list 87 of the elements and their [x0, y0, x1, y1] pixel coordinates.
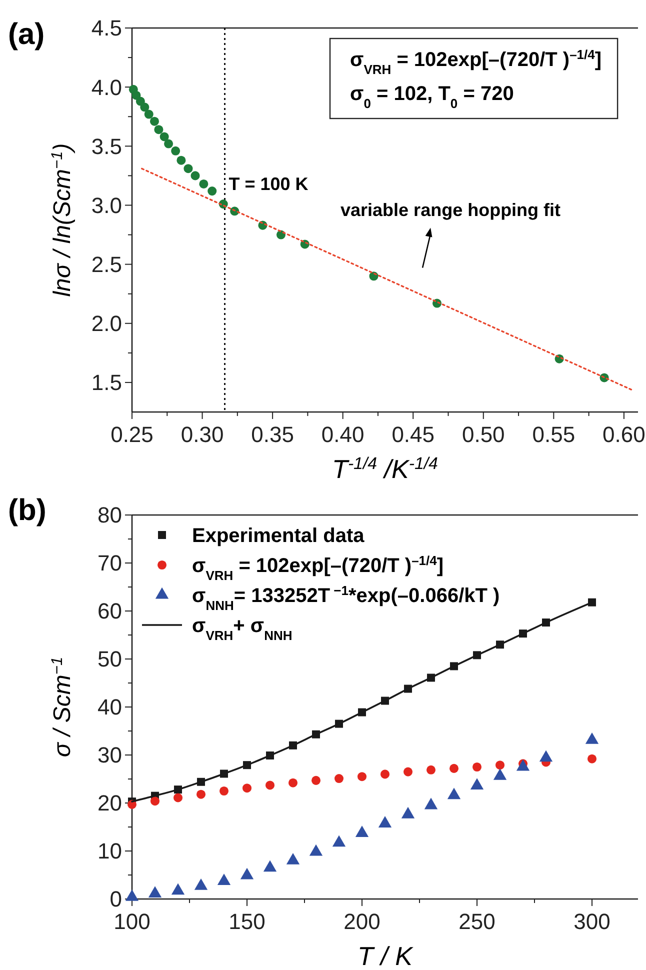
- y-tick-label: 60: [98, 598, 122, 624]
- y-tick-label: 30: [98, 742, 122, 768]
- point: [263, 860, 277, 872]
- point: [493, 768, 507, 780]
- point: [150, 796, 160, 806]
- point: [426, 765, 436, 774]
- point: [265, 780, 275, 790]
- legend-label: σ$_{VRH}$ = 102exp[–(720/T )$^{–1/4}$]: [192, 552, 444, 582]
- point: [355, 826, 369, 838]
- point: [184, 164, 193, 174]
- point: [334, 774, 344, 784]
- point: [148, 886, 162, 898]
- point: [164, 139, 174, 148]
- point: [196, 790, 206, 799]
- point: [199, 179, 208, 188]
- annotation: variable range hopping fit: [340, 200, 561, 220]
- point: [401, 806, 415, 818]
- x-tick-label: 0.55: [532, 422, 576, 447]
- point: [217, 874, 231, 886]
- point: [194, 878, 208, 890]
- y-tick-label: 3.0: [91, 192, 122, 218]
- point: [447, 788, 461, 800]
- y-tick-label: 1.5: [91, 370, 122, 396]
- y-tick-label: 2.0: [91, 311, 122, 336]
- point: [424, 798, 438, 810]
- point: [173, 793, 183, 802]
- point: [403, 767, 413, 776]
- point: [219, 786, 229, 796]
- x-tick-label: 250: [458, 909, 496, 934]
- x-tick-label: 0.45: [392, 422, 435, 447]
- point: [242, 784, 252, 793]
- point: [160, 132, 169, 142]
- x-axis-title: T / K: [358, 941, 414, 970]
- point: [171, 146, 180, 156]
- point: [495, 760, 505, 770]
- point: [378, 816, 392, 828]
- point: [472, 762, 482, 772]
- point: [150, 116, 160, 126]
- legend-label: σ$_{NNH}$= 133252T $^{−1}$*exp(–0.066/kT ): [192, 582, 500, 612]
- point: [449, 764, 459, 773]
- legend-label: σ$_{VRH}$+ σ$_{NNH}$: [192, 615, 292, 642]
- x-tick-label: 0.30: [180, 422, 224, 447]
- point: [311, 776, 321, 785]
- point: [176, 156, 186, 165]
- y-tick-label: 4.5: [91, 16, 122, 41]
- point: [380, 770, 390, 779]
- legend-label: Experimental data: [192, 525, 366, 547]
- x-tick-label: 300: [574, 909, 610, 934]
- x-tick-label: 200: [344, 909, 380, 934]
- point: [140, 102, 150, 112]
- point: [539, 750, 553, 762]
- x-tick-label: 150: [228, 909, 266, 934]
- point: [309, 844, 323, 856]
- x-tick-label: 0.35: [251, 422, 294, 447]
- y-tick-label: 3.5: [91, 134, 122, 159]
- x-tick-label: 0.40: [321, 422, 364, 447]
- annotation: T = 100 K: [228, 174, 308, 194]
- point: [332, 835, 346, 847]
- y-tick-label: 80: [98, 502, 122, 528]
- annotation: σ$_{0}$ = 102, T$_{0}$ = 720: [350, 83, 514, 110]
- chart-title: (a): [8, 18, 45, 51]
- x-tick-label: 100: [114, 909, 150, 934]
- y-tick-label: 20: [98, 790, 122, 816]
- point: [144, 110, 154, 119]
- point: [240, 868, 254, 880]
- y-tick-label: 10: [98, 838, 122, 864]
- x-tick-label: 0.60: [602, 422, 646, 447]
- x-axis-title: T$^{-1/4}$ /K$^{-1/4}$: [332, 454, 438, 484]
- point: [154, 125, 164, 134]
- y-tick-label: 40: [98, 694, 122, 720]
- point: [171, 883, 185, 895]
- x-tick-label: 0.25: [110, 422, 154, 447]
- annotation: σ$_{VRH}$ = 102exp[–(720/T )$^{–1/4}$]: [350, 46, 602, 76]
- point: [357, 772, 367, 782]
- chart-title: (b): [8, 494, 46, 527]
- y-tick-label: 0: [110, 886, 122, 912]
- point: [208, 186, 217, 196]
- point: [470, 778, 484, 790]
- point: [288, 778, 298, 788]
- y-tick-label: 4.0: [91, 74, 122, 100]
- y-tick-label: 50: [98, 646, 122, 672]
- point: [286, 853, 300, 864]
- x-tick-label: 0.50: [462, 422, 505, 447]
- point: [190, 171, 200, 180]
- y-tick-label: 70: [98, 550, 122, 576]
- y-tick-label: 2.5: [91, 252, 122, 278]
- point: [587, 754, 597, 764]
